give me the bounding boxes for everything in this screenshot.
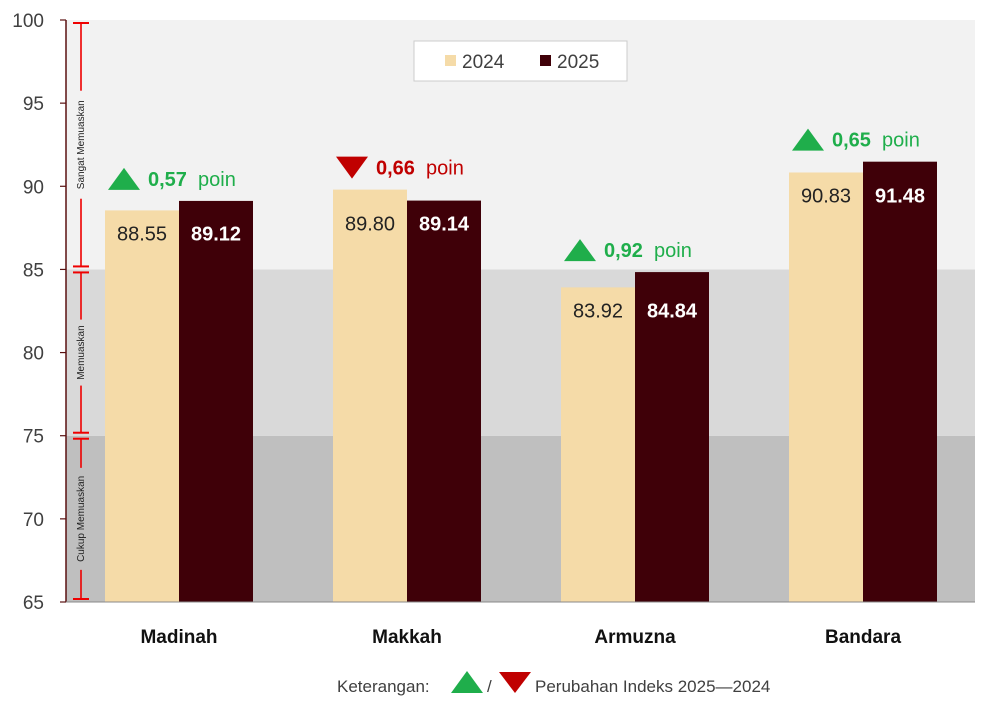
data-label-2024-bandara: 90.83 — [801, 185, 851, 207]
up-triangle-icon — [792, 128, 824, 151]
band-label: Cukup Memuaskan — [76, 476, 87, 562]
data-label-2024-armuzna: 83.92 — [573, 300, 623, 322]
bars — [105, 161, 937, 603]
change-unit-bandara: poin — [882, 130, 920, 152]
data-labels: 88.55 89.12 89.80 89.14 83.92 84.84 90.83 91.48 — [117, 185, 925, 322]
legend-swatch-2025 — [540, 55, 551, 66]
x-axis-labels: Madinah Makkah Armuzna Bandara — [140, 627, 901, 648]
footnote-prefix: Keterangan: — [337, 677, 430, 696]
change-value-makkah: 0,66 — [376, 158, 415, 180]
bar-2024-bandara — [789, 172, 863, 602]
change-value-bandara: 0,65 — [832, 130, 871, 152]
down-triangle-icon — [336, 156, 368, 179]
change-value-armuzna: 0,92 — [604, 240, 643, 262]
band-label: Memuaskan — [76, 325, 87, 379]
data-label-2025-armuzna: 84.84 — [647, 300, 698, 322]
x-label-bandara: Bandara — [825, 627, 901, 648]
change-unit-makkah: poin — [426, 158, 464, 180]
category-brackets: Cukup Memuaskan Memuaskan Sangat Memuaskan — [73, 22, 89, 600]
change-value-madinah: 0,57 — [148, 169, 187, 191]
footnote: Keterangan: / Perubahan Indeks 2025—2024 — [337, 671, 770, 696]
change-unit-armuzna: poin — [654, 240, 692, 262]
y-tick-label: 85 — [23, 260, 44, 281]
up-triangle-icon — [564, 239, 596, 262]
data-label-2024-madinah: 88.55 — [117, 223, 167, 245]
y-tick-label: 100 — [12, 11, 44, 32]
legend: 2024 2025 — [413, 40, 628, 82]
legend-swatch-2024 — [445, 55, 456, 66]
change-annotations: 0,57 poin 0,66 poin 0,92 poin 0,65 poin — [108, 128, 920, 262]
change-unit-madinah: poin — [198, 169, 236, 191]
y-tick-label: 80 — [23, 344, 44, 365]
up-triangle-icon — [108, 167, 140, 190]
bar-2024-armuzna — [561, 287, 635, 602]
y-tick-label: 70 — [23, 510, 44, 531]
bar-2025-bandara — [863, 161, 937, 603]
bar-2025-armuzna — [635, 272, 709, 602]
y-tick-label: 75 — [23, 427, 44, 448]
y-tick-label: 65 — [23, 593, 44, 614]
y-tick-label: 95 — [23, 94, 44, 115]
y-axis: 65 70 75 80 85 90 95 100 — [12, 11, 975, 614]
bar-2024-madinah — [105, 210, 179, 602]
up-triangle-icon — [451, 671, 483, 693]
x-label-madinah: Madinah — [140, 627, 217, 648]
bar-2025-makkah — [407, 200, 481, 602]
down-triangle-icon — [499, 672, 531, 693]
data-label-2025-bandara: 91.48 — [875, 185, 925, 207]
legend-label-2024: 2024 — [462, 52, 505, 73]
footnote-separator: / — [487, 677, 492, 696]
legend-label-2025: 2025 — [557, 52, 599, 73]
band-label: Sangat Memuaskan — [76, 100, 87, 189]
x-label-armuzna: Armuzna — [594, 627, 676, 648]
x-label-makkah: Makkah — [372, 627, 442, 648]
bar-2024-makkah — [333, 189, 407, 602]
data-label-2025-makkah: 89.14 — [419, 214, 470, 236]
bar-2025-madinah — [179, 200, 253, 602]
data-label-2024-makkah: 89.80 — [345, 214, 395, 236]
y-tick-label: 90 — [23, 177, 44, 198]
footnote-text: Perubahan Indeks 2025—2024 — [535, 677, 770, 696]
data-label-2025-madinah: 89.12 — [191, 223, 241, 245]
